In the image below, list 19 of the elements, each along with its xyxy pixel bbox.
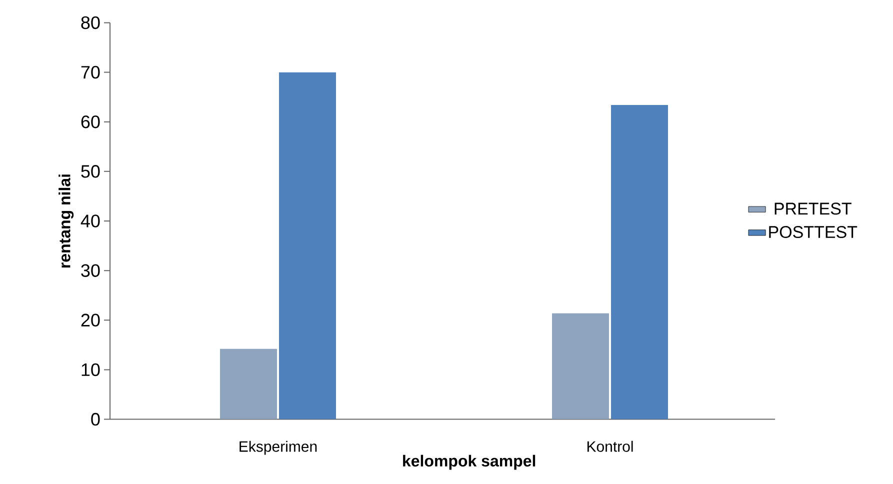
legend-label: PRETEST (774, 202, 852, 215)
x-axis-title: kelompok sampel (403, 454, 536, 470)
y-tick-label: 60 (81, 115, 100, 128)
bar (279, 72, 336, 420)
y-tick-label: 20 (81, 314, 100, 327)
y-tick-label: 70 (81, 66, 100, 79)
y-tick-label: 50 (81, 165, 100, 178)
x-tick-label: Kontrol (587, 440, 633, 452)
x-tick-label: Eksperimen (240, 440, 317, 455)
bar (611, 104, 668, 420)
y-tick-label: 0 (91, 412, 100, 426)
y-tick-label: 80 (81, 16, 100, 30)
y-axis-title: rentang nilai (58, 174, 74, 268)
bar (220, 348, 278, 420)
y-tick-label: 40 (80, 214, 100, 228)
y-tick-label: 30 (81, 264, 100, 277)
y-tick-label: 10 (82, 363, 100, 376)
legend-label: POSTTEST (769, 226, 858, 238)
bar (552, 313, 610, 420)
